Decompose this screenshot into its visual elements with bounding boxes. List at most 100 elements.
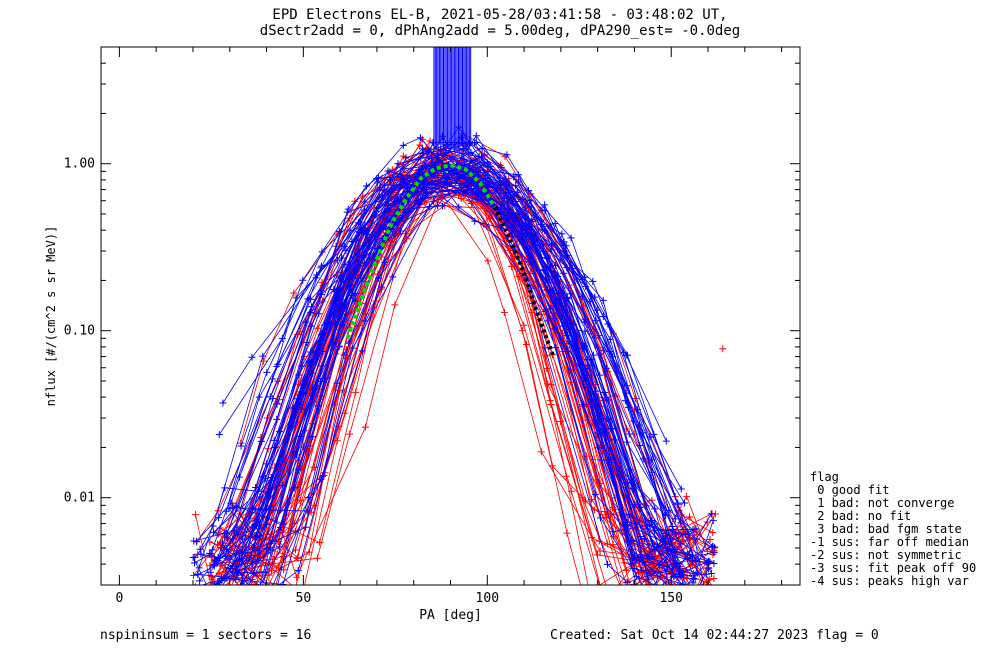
data-point <box>317 378 325 386</box>
data-point <box>710 543 718 551</box>
data-point <box>444 174 452 182</box>
data-point <box>651 552 659 560</box>
data-point <box>220 574 228 582</box>
data-point <box>467 199 475 207</box>
data-point <box>273 400 281 408</box>
data-point <box>685 581 693 585</box>
data-point <box>319 472 327 480</box>
data-point <box>593 306 601 314</box>
data-point <box>290 448 298 456</box>
data-point <box>648 587 655 594</box>
data-point <box>622 566 630 574</box>
data-point <box>625 511 633 519</box>
data-point <box>562 472 570 480</box>
trace-line <box>239 168 681 585</box>
data-point <box>268 585 275 592</box>
data-point <box>254 547 262 555</box>
data-point <box>219 539 227 547</box>
data-point <box>196 545 204 553</box>
data-point <box>196 577 204 585</box>
data-point <box>643 570 651 578</box>
data-point <box>609 541 617 549</box>
data-point <box>346 430 354 438</box>
data-point <box>206 568 214 576</box>
data-point <box>679 568 687 576</box>
data-point <box>289 404 297 412</box>
data-point <box>650 591 657 598</box>
data-point <box>381 258 389 266</box>
data-point <box>702 570 710 578</box>
data-point <box>604 560 612 568</box>
data-point <box>223 545 231 553</box>
data-point <box>500 194 508 202</box>
x-tick-label: 50 <box>296 591 312 606</box>
data-point <box>272 592 279 599</box>
data-point <box>378 283 386 291</box>
data-point <box>622 601 629 608</box>
data-point <box>646 433 654 441</box>
data-point <box>315 310 323 318</box>
data-point <box>497 163 505 171</box>
data-point <box>525 226 533 234</box>
data-point <box>263 368 271 376</box>
data-point <box>384 167 392 175</box>
data-point <box>225 505 233 513</box>
data-point <box>215 431 223 439</box>
data-point <box>298 405 306 413</box>
trace-line <box>199 155 673 582</box>
data-point <box>472 132 480 140</box>
data-point <box>552 344 560 352</box>
data-point <box>528 217 536 225</box>
data-point <box>547 381 555 389</box>
data-point <box>671 515 679 523</box>
data-point <box>189 554 197 562</box>
data-point <box>261 568 269 576</box>
data-point <box>227 592 234 599</box>
data-point <box>563 529 571 537</box>
legend-item-1: 1 bad: not converge <box>810 496 955 510</box>
data-point <box>644 575 652 583</box>
data-point <box>197 550 205 558</box>
x-tick-label: 100 <box>476 591 499 606</box>
trace-line <box>225 165 658 585</box>
data-point <box>190 537 198 545</box>
data-point <box>299 276 307 284</box>
data-point <box>194 570 202 578</box>
data-point <box>595 537 603 545</box>
data-point <box>252 533 260 541</box>
data-point <box>628 587 635 594</box>
data-point <box>691 588 698 595</box>
data-point <box>544 279 552 287</box>
data-point <box>330 285 338 293</box>
data-point <box>500 179 508 187</box>
data-point <box>307 322 315 330</box>
data-point <box>271 588 278 595</box>
data-point <box>515 171 523 179</box>
data-point <box>666 608 673 615</box>
data-point <box>528 309 536 317</box>
data-point <box>674 500 682 508</box>
data-point <box>596 547 604 555</box>
data-point <box>195 587 202 594</box>
data-point <box>562 308 570 316</box>
data-point <box>467 148 475 156</box>
data-point <box>333 379 341 387</box>
data-point <box>623 351 631 359</box>
data-point <box>649 598 656 605</box>
legend-header: flag <box>810 470 839 484</box>
data-point <box>563 348 571 356</box>
data-point <box>649 540 657 548</box>
data-point <box>670 559 678 567</box>
data-point <box>599 296 607 304</box>
data-point <box>710 617 717 624</box>
data-point <box>687 594 694 601</box>
trace-line <box>211 177 667 584</box>
data-point <box>234 531 242 539</box>
data-point <box>210 562 218 570</box>
data-point <box>248 524 256 532</box>
data-point <box>676 573 684 581</box>
data-point <box>589 277 597 285</box>
legend-item-5: -2 sus: not symmetric <box>810 548 962 562</box>
data-point <box>539 240 547 248</box>
data-point <box>221 595 228 602</box>
